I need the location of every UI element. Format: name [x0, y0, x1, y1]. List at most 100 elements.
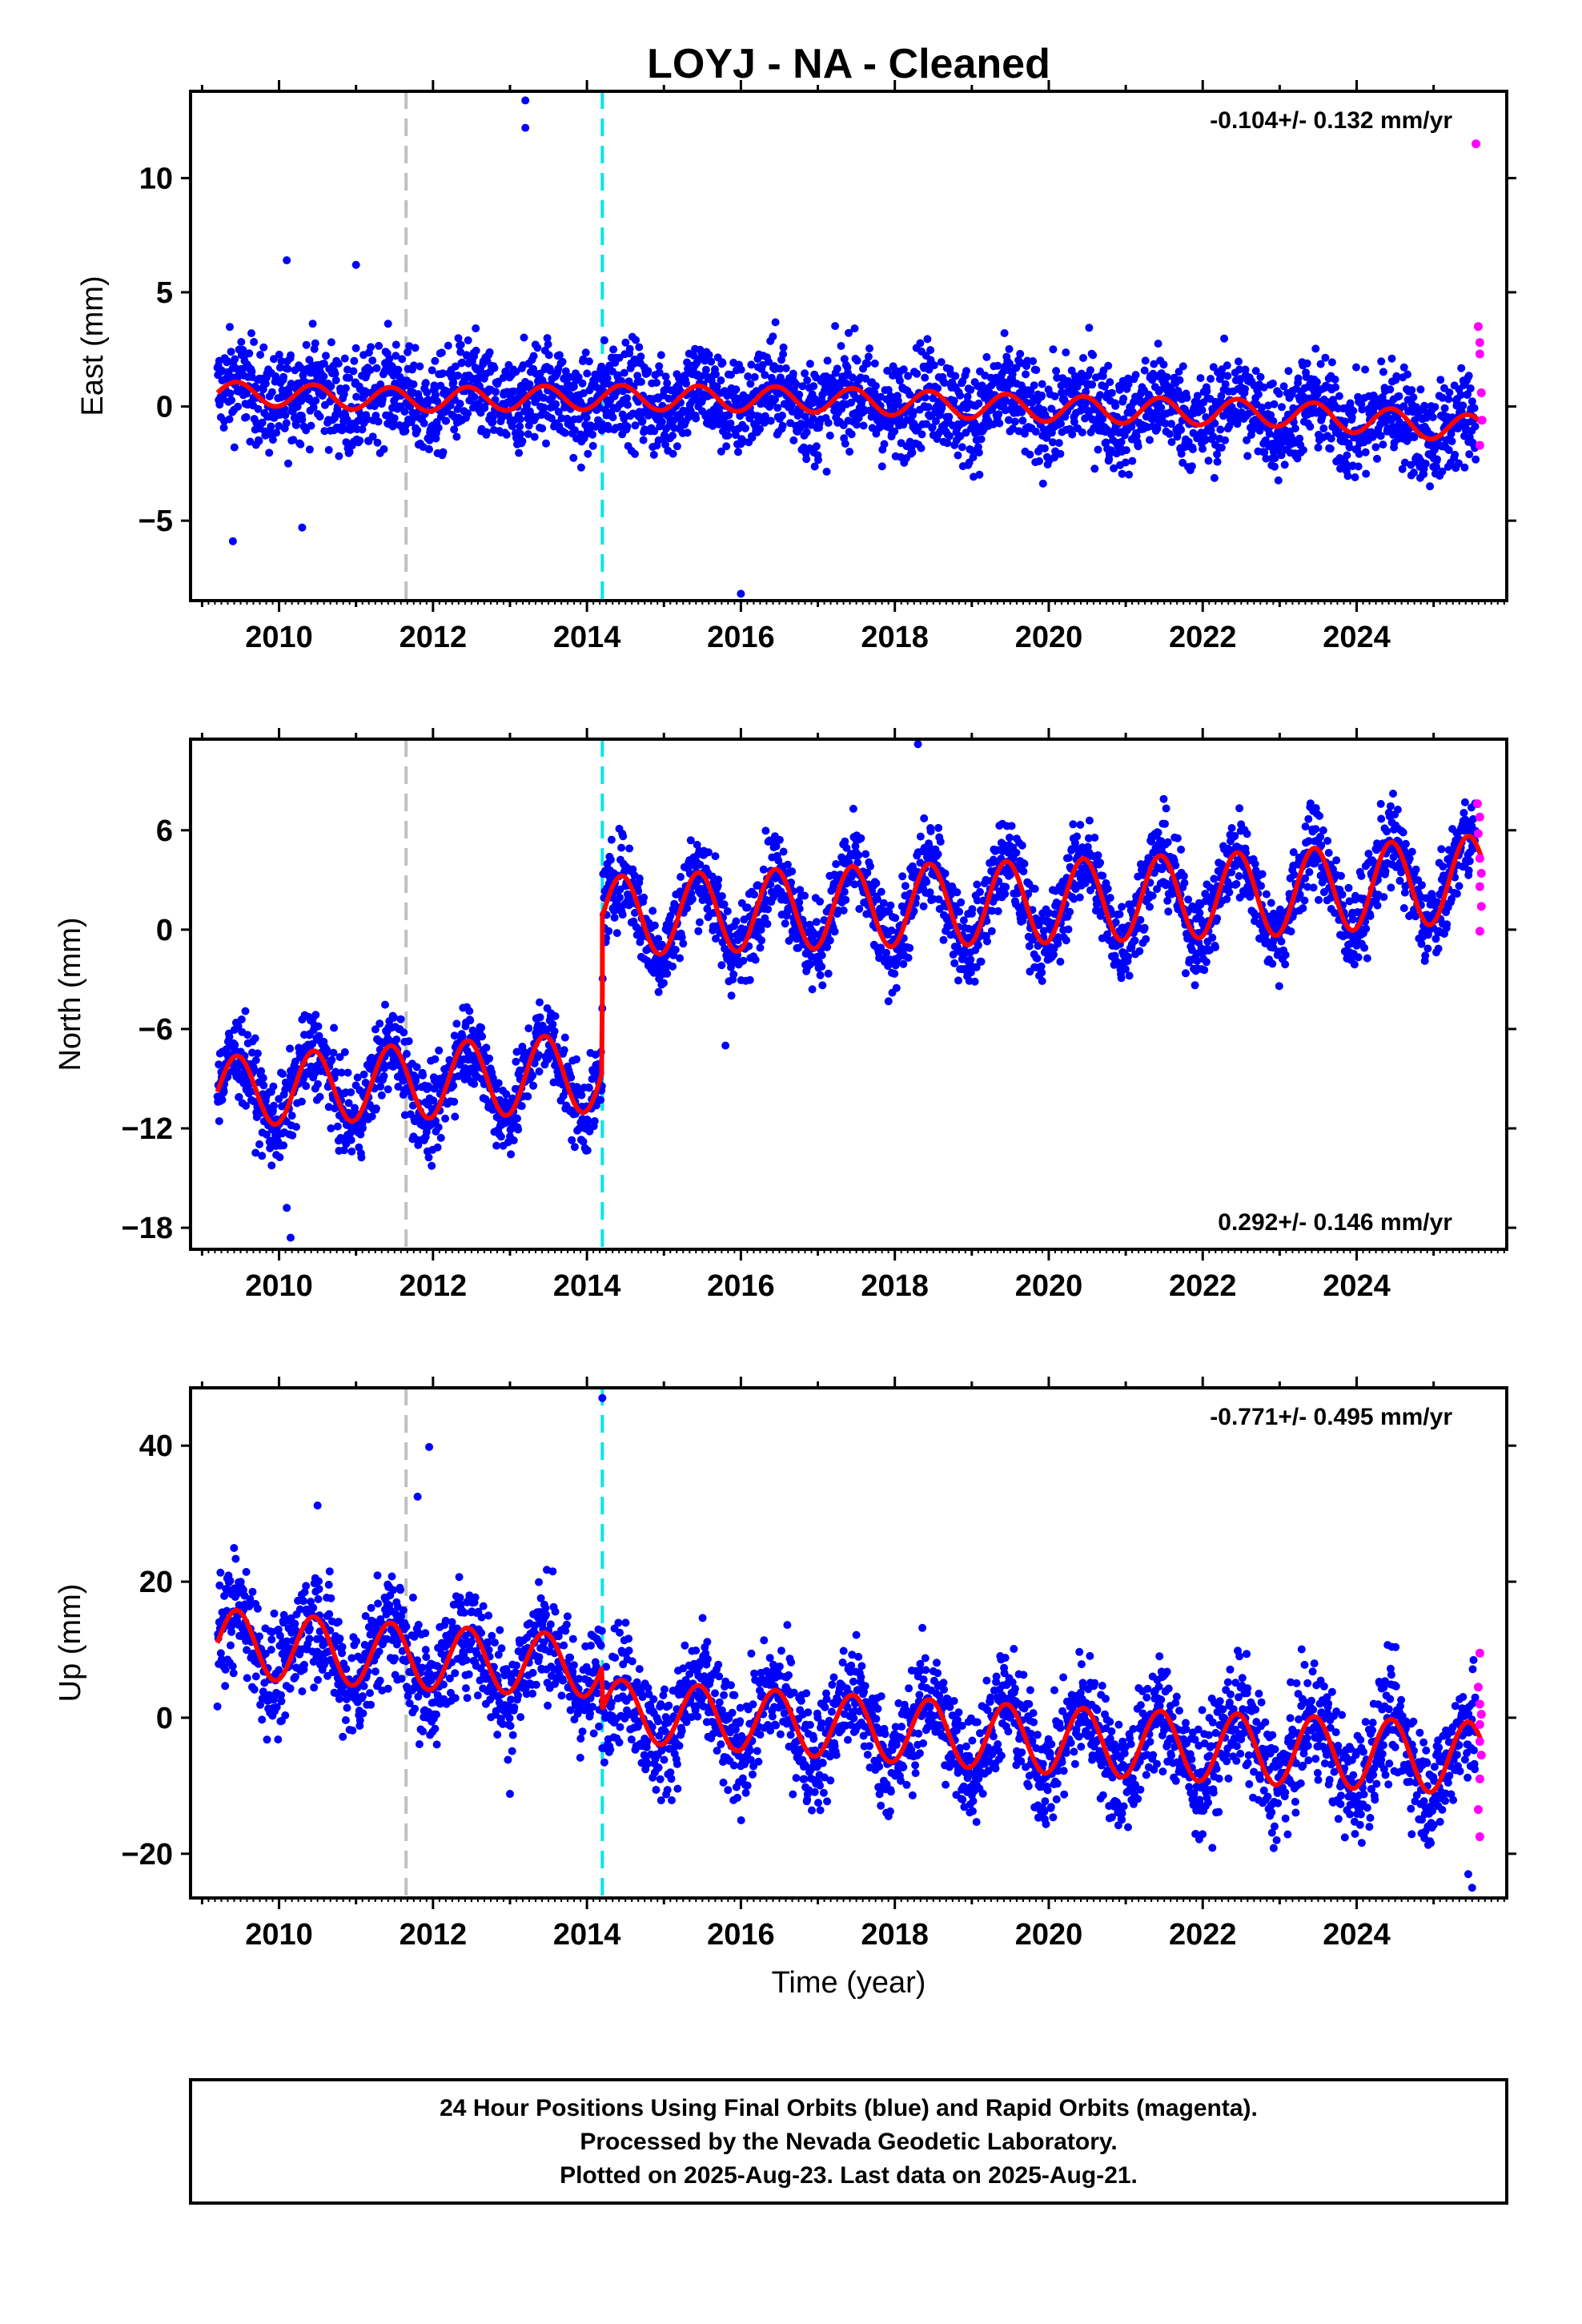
north-final-point [436, 1133, 445, 1142]
east-final-point [689, 352, 698, 360]
north-final-point [606, 855, 615, 864]
east-rapid-point [1476, 388, 1486, 397]
east-final-point [584, 449, 592, 458]
east-final-point [636, 377, 645, 386]
north-final-point [330, 1023, 339, 1032]
east-final-point [1094, 445, 1102, 454]
east-final-point [744, 372, 753, 380]
east-final-point [355, 436, 364, 445]
north-final-point [470, 1080, 479, 1088]
east-final-point [1428, 413, 1437, 421]
north-final-point [720, 900, 729, 909]
east-final-point [1468, 397, 1476, 406]
east-final-point [327, 338, 335, 347]
east-final-point [883, 367, 892, 375]
north-final-point [253, 1049, 262, 1058]
east-final-point [1343, 451, 1351, 460]
east-final-point [1106, 446, 1115, 455]
east-final-point [437, 348, 446, 357]
north-final-point [926, 888, 934, 897]
east-final-point [529, 352, 538, 360]
east-final-point [1056, 449, 1065, 458]
north-final-point [403, 1050, 411, 1058]
north-final-point [333, 1122, 342, 1131]
east-final-point [1392, 372, 1401, 380]
east-final-point [1040, 444, 1049, 452]
east-final-point [771, 395, 779, 404]
east-final-point [1175, 376, 1184, 384]
east-final-point [717, 447, 725, 456]
north-final-point [314, 1022, 323, 1031]
north-final-point [816, 897, 825, 906]
north-final-point [404, 1037, 413, 1046]
east-final-point [1277, 451, 1286, 460]
east-final-point [861, 374, 870, 383]
north-final-point [671, 946, 680, 954]
east-final-point [966, 385, 975, 394]
north-final-point [288, 1131, 297, 1140]
north-final-point [433, 1143, 442, 1152]
north-final-point [485, 1054, 494, 1063]
east-final-point [1115, 385, 1124, 394]
east-final-point [225, 415, 234, 424]
north-final-point [572, 1055, 580, 1063]
east-final-point [731, 431, 740, 440]
east-final-point [1457, 364, 1466, 372]
east-final-point [1387, 354, 1396, 363]
north-final-point [466, 1016, 475, 1025]
east-final-point [234, 402, 242, 411]
east-final-point [546, 366, 555, 375]
north-final-point [855, 905, 864, 913]
north-final-point [396, 1015, 405, 1023]
east-final-point [1287, 432, 1295, 441]
east-final-point [636, 352, 645, 361]
north-final-point [435, 1046, 444, 1055]
east-final-point [682, 379, 690, 388]
east-final-point [807, 420, 815, 429]
east-final-point [620, 414, 628, 423]
north-final-point [428, 1161, 436, 1170]
east-final-point [1343, 472, 1352, 480]
east-final-point [421, 379, 430, 388]
east-final-point [713, 382, 721, 391]
east-final-point [1349, 407, 1358, 415]
east-final-point [765, 357, 773, 366]
north-final-point [650, 921, 659, 930]
east-final-point [275, 350, 283, 359]
east-final-point [423, 388, 432, 397]
east-final-point [374, 417, 383, 426]
north-panel: 2010 2012 2014 2016 2018 2020 2022 202460−6−12−… [54, 728, 1516, 1303]
north-final-point [763, 919, 772, 928]
north-final-point [267, 1161, 276, 1170]
north-final-point [287, 1112, 296, 1120]
north-final-point [234, 1022, 243, 1031]
east-final-point [1265, 429, 1274, 438]
east-final-point [789, 369, 797, 378]
north-final-point [872, 879, 881, 887]
east-final-point [877, 462, 886, 471]
east-final-point [1445, 388, 1454, 397]
north-final-point [751, 955, 760, 964]
north-final-point [292, 1123, 300, 1132]
east-final-point [853, 356, 861, 365]
east-final-point [1052, 367, 1061, 376]
east-final-point [899, 365, 908, 374]
north-final-point [610, 913, 619, 922]
east-final-point [621, 338, 630, 347]
north-final-point [877, 887, 885, 896]
east-final-point [809, 414, 817, 423]
east-rapid-point [1475, 440, 1484, 450]
north-final-point [955, 907, 964, 916]
east-final-point [788, 408, 797, 416]
east-final-point [962, 367, 970, 376]
east-final-point [401, 427, 410, 436]
north-final-point [259, 1081, 268, 1090]
east-final-point [552, 400, 560, 408]
east-final-point [227, 396, 236, 404]
east-final-point [1118, 469, 1126, 478]
east-final-point [1207, 375, 1215, 383]
north-final-point [279, 1141, 288, 1150]
north-final-point [451, 1112, 460, 1121]
north-final-point [450, 1097, 459, 1106]
north-final-point [954, 976, 962, 985]
